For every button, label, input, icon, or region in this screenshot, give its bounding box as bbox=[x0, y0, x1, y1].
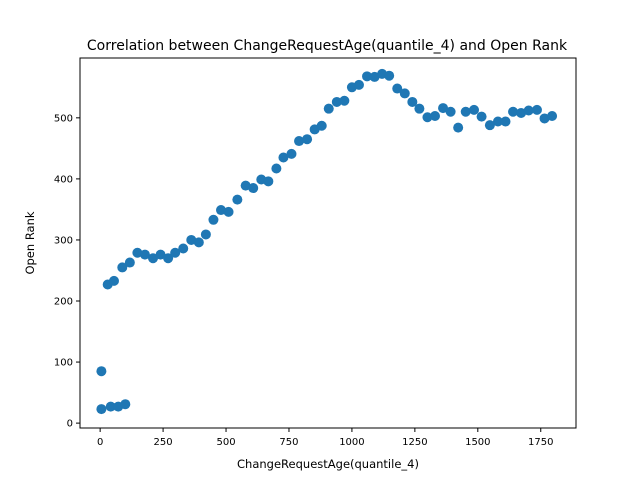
data-point bbox=[248, 183, 259, 194]
data-point bbox=[117, 262, 128, 273]
data-point bbox=[492, 116, 503, 127]
data-point bbox=[369, 71, 380, 82]
y-tick-label: 100 bbox=[54, 358, 73, 369]
data-point bbox=[323, 103, 334, 114]
x-tick-label: 1750 bbox=[528, 437, 553, 448]
y-tick-label: 500 bbox=[54, 113, 73, 124]
data-point bbox=[539, 113, 550, 124]
data-point bbox=[392, 83, 403, 94]
data-point bbox=[200, 229, 211, 240]
data-point bbox=[271, 163, 282, 174]
data-point bbox=[523, 105, 534, 116]
data-point bbox=[170, 247, 181, 258]
data-point bbox=[120, 399, 131, 410]
data-point bbox=[163, 253, 174, 264]
data-point bbox=[508, 106, 519, 117]
data-point bbox=[414, 103, 425, 114]
y-tick-label: 400 bbox=[54, 174, 73, 185]
data-point bbox=[362, 71, 373, 82]
data-point bbox=[316, 120, 327, 131]
data-point bbox=[438, 103, 449, 114]
y-tick-label: 300 bbox=[54, 235, 73, 246]
chart-title: Correlation between ChangeRequestAge(qua… bbox=[87, 38, 568, 54]
y-axis-ticks: 0 100 200 300 400 500 bbox=[54, 113, 80, 430]
data-point bbox=[516, 107, 527, 118]
x-tick-label: 500 bbox=[216, 437, 235, 448]
data-point bbox=[208, 214, 219, 225]
x-tick-label: 1250 bbox=[402, 437, 427, 448]
data-point bbox=[399, 88, 410, 99]
data-point bbox=[178, 243, 189, 254]
x-tick-label: 750 bbox=[279, 437, 298, 448]
data-point bbox=[331, 96, 342, 107]
data-point bbox=[531, 104, 542, 115]
data-point bbox=[148, 253, 159, 264]
data-point bbox=[263, 176, 274, 187]
data-point bbox=[139, 249, 150, 260]
data-point bbox=[339, 95, 350, 106]
data-point bbox=[96, 404, 107, 415]
data-point bbox=[422, 112, 433, 123]
data-point bbox=[186, 234, 197, 245]
x-tick-label: 0 bbox=[97, 437, 103, 448]
data-point bbox=[193, 237, 204, 248]
data-point bbox=[547, 111, 558, 122]
data-point bbox=[215, 205, 226, 216]
y-tick-label: 200 bbox=[54, 297, 73, 308]
data-point bbox=[96, 366, 107, 377]
data-point bbox=[155, 249, 166, 260]
data-point bbox=[453, 122, 464, 133]
y-tick-label: 0 bbox=[67, 419, 73, 430]
x-tick-label: 1000 bbox=[339, 437, 364, 448]
data-point bbox=[500, 116, 511, 127]
data-point bbox=[484, 120, 495, 131]
data-point bbox=[302, 134, 313, 145]
y-axis-label: Open Rank bbox=[23, 211, 37, 274]
x-axis-label: ChangeRequestAge(quantile_4) bbox=[237, 457, 419, 471]
data-point bbox=[240, 180, 251, 191]
data-points bbox=[96, 68, 558, 415]
data-point bbox=[445, 106, 456, 117]
data-point bbox=[294, 136, 305, 147]
data-point bbox=[124, 257, 135, 268]
data-point bbox=[223, 206, 234, 217]
data-point bbox=[469, 104, 480, 115]
x-tick-label: 250 bbox=[154, 437, 173, 448]
data-point bbox=[105, 401, 116, 412]
data-point bbox=[232, 194, 243, 205]
x-axis-ticks: 0 250 500 750 1000 1250 1500 1750 bbox=[97, 428, 553, 448]
x-tick-label: 1500 bbox=[465, 437, 490, 448]
plot-frame bbox=[79, 57, 577, 429]
data-point bbox=[460, 106, 471, 117]
data-point bbox=[286, 148, 297, 159]
data-point bbox=[132, 247, 143, 258]
data-point bbox=[108, 275, 119, 286]
data-point bbox=[476, 111, 487, 122]
data-point bbox=[353, 79, 364, 90]
data-point bbox=[278, 152, 289, 163]
data-point bbox=[430, 111, 441, 122]
data-point bbox=[384, 70, 395, 81]
data-point bbox=[407, 96, 418, 107]
